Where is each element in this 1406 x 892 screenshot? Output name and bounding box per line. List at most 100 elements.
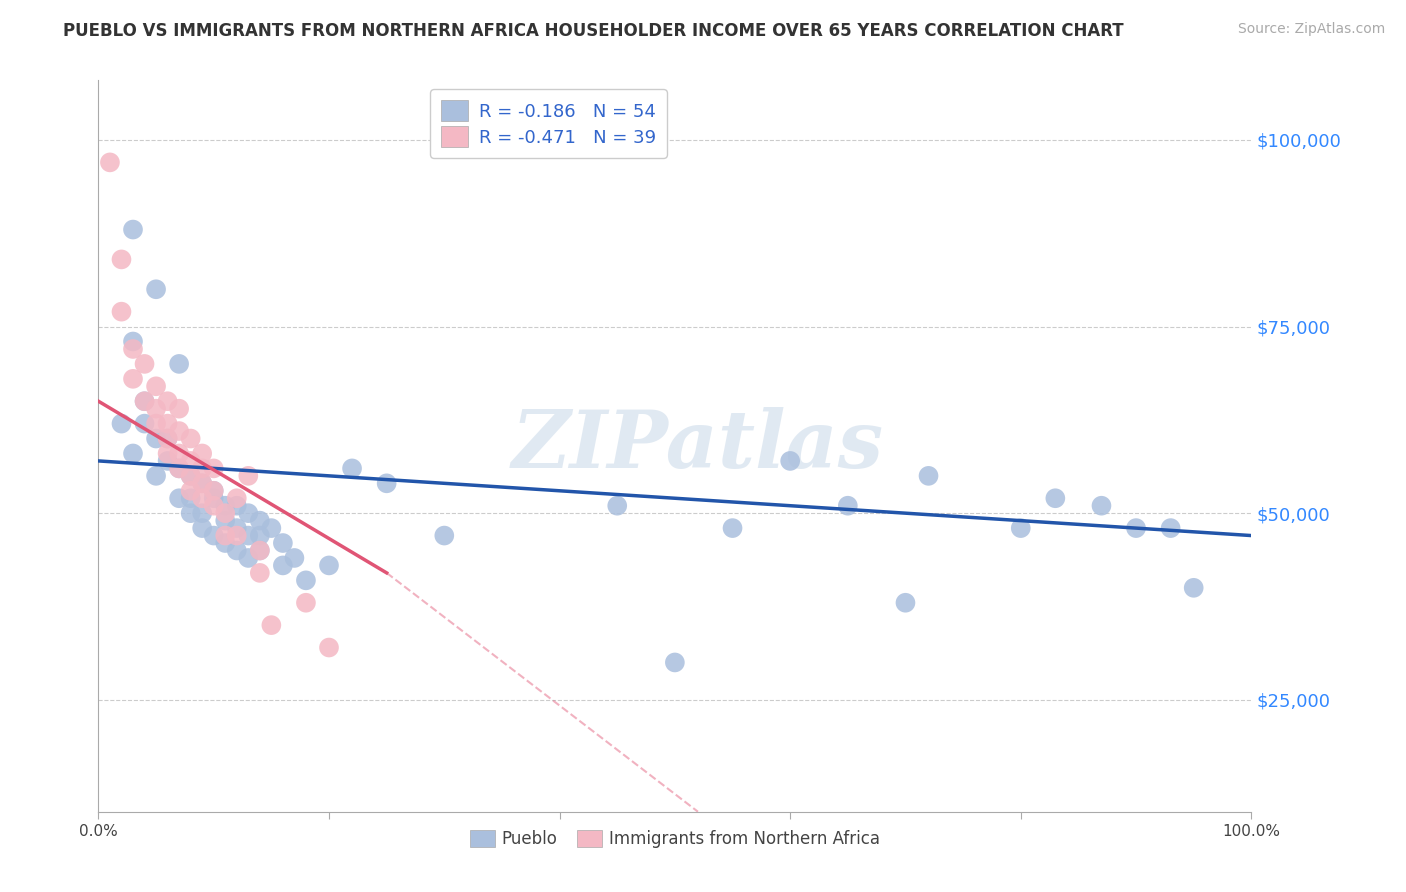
Point xyxy=(156,446,179,460)
Point xyxy=(156,454,179,468)
Point xyxy=(238,528,260,542)
Point xyxy=(122,222,145,236)
Point xyxy=(340,461,363,475)
Point xyxy=(779,454,801,468)
Point xyxy=(180,483,202,498)
Point xyxy=(191,521,214,535)
Point xyxy=(283,551,305,566)
Point xyxy=(318,640,340,655)
Point xyxy=(375,476,398,491)
Point xyxy=(1010,521,1032,535)
Point xyxy=(721,521,744,535)
Point xyxy=(110,304,132,318)
Point xyxy=(122,342,145,356)
Point xyxy=(271,536,294,550)
Point xyxy=(180,432,202,446)
Point xyxy=(156,432,179,446)
Point xyxy=(249,514,271,528)
Point xyxy=(917,468,939,483)
Point xyxy=(145,282,167,296)
Text: Source: ZipAtlas.com: Source: ZipAtlas.com xyxy=(1237,22,1385,37)
Point xyxy=(167,401,190,416)
Point xyxy=(180,454,202,468)
Point xyxy=(271,558,294,573)
Point xyxy=(1125,521,1147,535)
Text: ZIPatlas: ZIPatlas xyxy=(512,408,884,484)
Point xyxy=(145,379,167,393)
Point xyxy=(260,618,283,632)
Point xyxy=(134,394,156,409)
Point xyxy=(318,558,340,573)
Point xyxy=(122,446,145,460)
Point xyxy=(225,499,247,513)
Point xyxy=(249,528,271,542)
Point xyxy=(156,394,179,409)
Point xyxy=(145,468,167,483)
Point xyxy=(295,596,318,610)
Point xyxy=(1160,521,1182,535)
Point xyxy=(1090,499,1112,513)
Point xyxy=(249,566,271,580)
Point xyxy=(122,372,145,386)
Point xyxy=(202,528,225,542)
Point xyxy=(214,506,236,520)
Point xyxy=(98,155,121,169)
Point xyxy=(202,499,225,513)
Point xyxy=(134,357,156,371)
Point xyxy=(110,252,132,267)
Point xyxy=(191,476,214,491)
Point xyxy=(214,536,236,550)
Point xyxy=(225,521,247,535)
Point xyxy=(167,424,190,438)
Legend: Pueblo, Immigrants from Northern Africa: Pueblo, Immigrants from Northern Africa xyxy=(463,823,887,855)
Point xyxy=(225,543,247,558)
Point xyxy=(167,461,190,475)
Point xyxy=(238,468,260,483)
Point xyxy=(202,491,225,506)
Point xyxy=(180,491,202,506)
Point xyxy=(214,499,236,513)
Point xyxy=(202,483,225,498)
Point xyxy=(202,461,225,475)
Point xyxy=(145,417,167,431)
Point xyxy=(260,521,283,535)
Point xyxy=(180,468,202,483)
Point xyxy=(249,543,271,558)
Point xyxy=(214,528,236,542)
Point xyxy=(134,394,156,409)
Point xyxy=(180,506,202,520)
Point xyxy=(225,491,247,506)
Point xyxy=(606,499,628,513)
Point xyxy=(156,432,179,446)
Point xyxy=(191,461,214,475)
Point xyxy=(894,596,917,610)
Text: PUEBLO VS IMMIGRANTS FROM NORTHERN AFRICA HOUSEHOLDER INCOME OVER 65 YEARS CORRE: PUEBLO VS IMMIGRANTS FROM NORTHERN AFRIC… xyxy=(63,22,1123,40)
Point xyxy=(110,417,132,431)
Point xyxy=(1045,491,1067,506)
Point xyxy=(191,476,214,491)
Point xyxy=(167,357,190,371)
Point xyxy=(433,528,456,542)
Point xyxy=(167,446,190,460)
Point xyxy=(837,499,859,513)
Point xyxy=(145,432,167,446)
Point xyxy=(1182,581,1205,595)
Point xyxy=(191,491,214,506)
Point xyxy=(167,461,190,475)
Point xyxy=(145,401,167,416)
Point xyxy=(134,417,156,431)
Point xyxy=(167,491,190,506)
Point xyxy=(191,506,214,520)
Point xyxy=(191,446,214,460)
Point xyxy=(295,574,318,588)
Point xyxy=(202,483,225,498)
Point xyxy=(180,468,202,483)
Point xyxy=(214,514,236,528)
Point xyxy=(664,656,686,670)
Point xyxy=(238,551,260,566)
Point xyxy=(225,528,247,542)
Point xyxy=(156,417,179,431)
Point xyxy=(238,506,260,520)
Point xyxy=(122,334,145,349)
Point xyxy=(249,543,271,558)
